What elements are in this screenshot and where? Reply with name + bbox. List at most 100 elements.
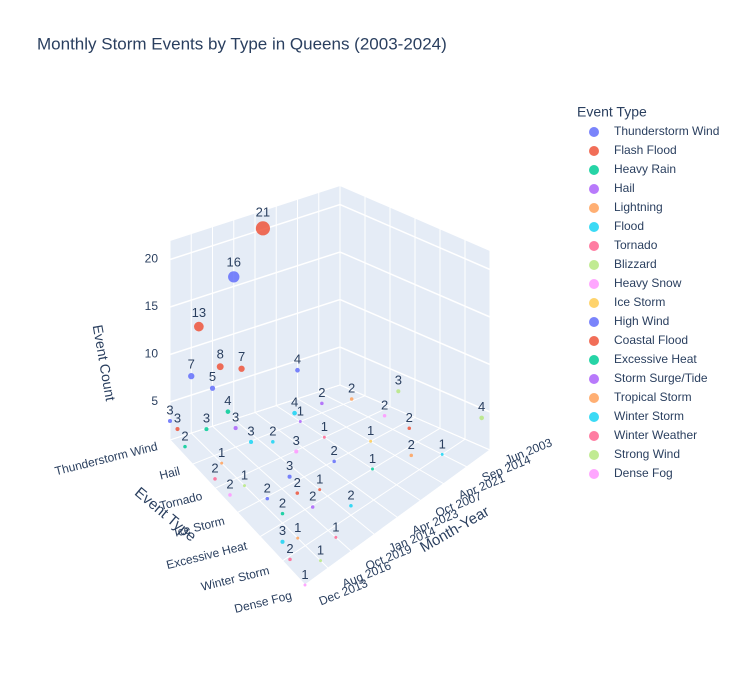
data-point	[407, 426, 412, 430]
z-tick-label: 5	[151, 394, 158, 408]
grid-line	[259, 427, 441, 538]
legend-marker	[589, 393, 599, 403]
data-point	[318, 488, 322, 492]
data-point	[249, 439, 254, 445]
data-label: 2	[309, 489, 316, 504]
legend-marker	[589, 279, 599, 289]
data-point	[280, 511, 285, 516]
data-point	[280, 539, 285, 544]
data-label: 1	[332, 519, 339, 534]
data-label: 1	[321, 419, 328, 434]
legend-label: High Wind	[614, 314, 669, 328]
data-point	[296, 536, 300, 540]
data-label: 2	[226, 477, 233, 492]
data-label: 2	[406, 410, 413, 425]
data-point	[320, 401, 324, 406]
data-label: 1	[369, 451, 376, 466]
legend-marker	[589, 260, 599, 270]
y-tick-label: Hail	[158, 464, 181, 483]
legend-label: Winter Weather	[614, 428, 697, 442]
data-label: 1	[294, 520, 301, 535]
data-label: 1	[218, 445, 225, 460]
data-point	[298, 419, 302, 423]
legend-marker	[589, 241, 599, 251]
legend-label: Flash Flood	[614, 143, 677, 157]
data-point	[382, 413, 387, 418]
data-label: 2	[211, 461, 218, 476]
z-tick-label: 20	[145, 252, 159, 266]
data-point	[265, 496, 270, 501]
data-point	[271, 440, 275, 444]
data-label: 1	[301, 567, 308, 582]
legend-marker	[589, 222, 599, 232]
data-label: 16	[227, 255, 241, 270]
data-point	[332, 459, 336, 464]
data-label: 2	[264, 480, 271, 495]
legend-marker	[589, 146, 599, 156]
data-label: 3	[286, 458, 293, 473]
data-label: 4	[224, 393, 231, 408]
data-label: 3	[293, 433, 300, 448]
data-label: 3	[247, 423, 254, 438]
data-label: 7	[188, 356, 195, 371]
data-label: 2	[381, 397, 388, 412]
legend-marker	[589, 203, 599, 213]
data-label: 3	[395, 373, 402, 388]
data-point	[183, 444, 187, 449]
data-label: 5	[209, 369, 216, 384]
legend-label: Coastal Flood	[614, 333, 688, 347]
legend-marker	[589, 355, 599, 365]
data-label: 4	[294, 351, 301, 366]
data-point	[225, 409, 231, 414]
chart-title: Monthly Storm Events by Type in Queens (…	[37, 34, 447, 53]
z-tick-label: 10	[145, 347, 159, 361]
legend-marker	[589, 336, 599, 346]
data-point	[220, 461, 224, 465]
grid-line	[169, 298, 491, 366]
grid-line	[169, 346, 491, 413]
legend-label: Hail	[614, 181, 635, 195]
legend-label: Heavy Rain	[614, 162, 676, 176]
legend-label: Strong Wind	[614, 447, 680, 461]
data-label: 1	[316, 472, 323, 487]
data-point	[295, 491, 300, 495]
data-point	[409, 453, 414, 458]
legend-label: Ice Storm	[614, 295, 665, 309]
data-label: 2	[348, 381, 355, 396]
data-point	[216, 363, 224, 371]
data-point	[369, 439, 373, 443]
data-point	[175, 427, 180, 432]
legend-label: Lightning	[614, 200, 663, 214]
data-point	[194, 321, 204, 332]
data-label: 13	[192, 305, 206, 320]
legend-marker	[589, 127, 599, 137]
legend-marker	[589, 298, 599, 308]
grid-line	[192, 395, 366, 465]
data-point	[288, 557, 292, 562]
z-tick-label: 15	[145, 299, 159, 313]
data-label: 3	[166, 402, 173, 417]
legend-label: Tropical Storm	[614, 390, 692, 404]
legend-marker	[589, 431, 599, 441]
data-label: 4	[478, 399, 485, 414]
legend-marker	[589, 374, 599, 384]
data-label: 3	[174, 410, 181, 425]
grid-line	[214, 406, 391, 489]
legend-marker	[589, 184, 599, 194]
data-point	[213, 477, 217, 481]
data-point	[209, 385, 216, 391]
data-label: 2	[347, 487, 354, 502]
data-label: 7	[238, 349, 245, 364]
data-label: 2	[331, 443, 338, 458]
grid-line	[169, 384, 341, 441]
data-label: 2	[318, 385, 325, 400]
data-point	[294, 449, 299, 454]
data-point	[322, 435, 326, 439]
data-point	[233, 426, 238, 431]
data-point	[255, 221, 270, 236]
data-point	[292, 410, 297, 416]
grid-line	[237, 417, 416, 513]
data-point	[303, 583, 307, 587]
data-label: 1	[367, 423, 374, 438]
data-point	[188, 372, 195, 380]
